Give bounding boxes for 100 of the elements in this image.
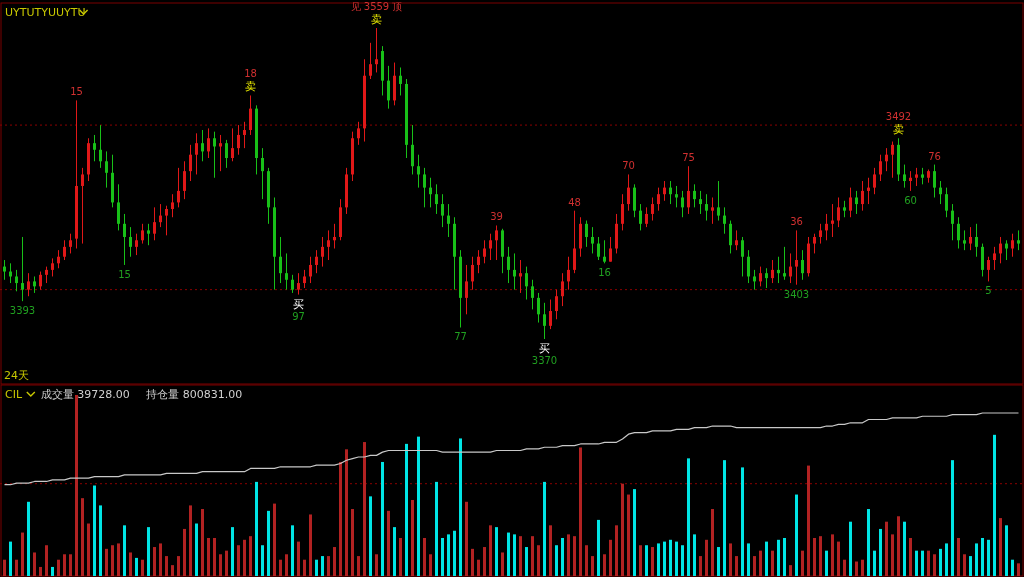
bar xyxy=(723,460,726,576)
text: 24天 xyxy=(4,369,29,382)
bar xyxy=(411,499,414,576)
bar xyxy=(561,537,564,576)
bar xyxy=(525,547,528,576)
annotation: 持仓量 800831.00 xyxy=(146,388,243,401)
bar xyxy=(573,536,576,576)
bar xyxy=(189,505,192,576)
bar xyxy=(771,550,774,576)
candlestick xyxy=(783,246,786,280)
bar xyxy=(579,447,582,576)
bar xyxy=(939,548,942,576)
bar xyxy=(483,547,486,576)
bar xyxy=(885,521,888,576)
bar xyxy=(303,559,306,576)
annotation: 75 xyxy=(682,152,695,164)
bar xyxy=(321,556,324,576)
annotation: 60 xyxy=(904,194,917,206)
bar xyxy=(327,556,330,576)
bar xyxy=(57,559,60,576)
bar xyxy=(159,543,162,576)
bar xyxy=(741,467,744,576)
annotation: 39 xyxy=(490,211,503,223)
bar xyxy=(825,550,828,576)
bar xyxy=(255,481,258,576)
bar xyxy=(591,556,594,576)
bar xyxy=(1011,559,1014,576)
bar xyxy=(873,550,876,576)
bar xyxy=(399,537,402,576)
bar xyxy=(99,505,102,576)
bar xyxy=(891,534,894,576)
bar xyxy=(21,532,24,576)
bar xyxy=(969,556,972,576)
bar xyxy=(375,554,378,576)
bar xyxy=(621,483,624,576)
bar xyxy=(405,443,408,576)
bar xyxy=(225,550,228,576)
annotation: 48 xyxy=(568,196,581,208)
bar xyxy=(45,545,48,576)
bar xyxy=(129,552,132,576)
bar xyxy=(465,501,468,576)
annotation: 36 xyxy=(790,216,803,228)
annotation: 卖 xyxy=(245,80,256,94)
bar xyxy=(351,509,354,576)
bar xyxy=(843,559,846,576)
annotation: 3403 xyxy=(783,288,810,300)
annotation: 3370 xyxy=(531,355,558,366)
bar xyxy=(33,552,36,576)
bar xyxy=(609,539,612,576)
bar xyxy=(249,536,252,576)
bar xyxy=(315,559,318,576)
annotation: 卖 xyxy=(371,13,382,26)
bar xyxy=(339,461,342,576)
bar xyxy=(507,532,510,576)
bar xyxy=(813,537,816,576)
annotation: 97 xyxy=(292,310,305,322)
bar xyxy=(417,436,420,576)
bar xyxy=(639,545,642,576)
bar xyxy=(753,556,756,576)
bar xyxy=(69,554,72,576)
bar xyxy=(123,525,126,576)
bar xyxy=(615,525,618,576)
candlestick xyxy=(831,204,834,237)
bar xyxy=(141,559,144,576)
bar xyxy=(1017,563,1020,576)
bar xyxy=(957,537,960,576)
bar xyxy=(645,545,648,576)
bar xyxy=(567,534,570,576)
bar xyxy=(651,547,654,576)
bar xyxy=(381,461,384,576)
bar xyxy=(669,539,672,576)
bar xyxy=(423,537,426,576)
bar xyxy=(429,554,432,576)
bar xyxy=(993,434,996,576)
bar xyxy=(603,554,606,576)
bar xyxy=(897,516,900,576)
bar xyxy=(687,458,690,576)
bar xyxy=(489,525,492,576)
bar xyxy=(357,556,360,576)
bar xyxy=(153,547,156,576)
bar xyxy=(657,543,660,576)
bar xyxy=(951,460,954,576)
bar xyxy=(183,528,186,576)
bar xyxy=(633,489,636,576)
candlestick xyxy=(219,134,222,172)
bar xyxy=(231,527,234,576)
bar xyxy=(531,536,534,576)
bar xyxy=(213,537,216,576)
bar xyxy=(87,523,90,576)
bar xyxy=(279,559,282,576)
bar xyxy=(729,543,732,576)
bar xyxy=(447,534,450,576)
bar xyxy=(75,395,78,576)
bar xyxy=(309,514,312,576)
annotation: 买 xyxy=(293,297,304,311)
bar xyxy=(369,496,372,576)
bar xyxy=(435,481,438,576)
bar xyxy=(27,501,30,576)
bar xyxy=(783,537,786,576)
bar xyxy=(363,442,366,576)
